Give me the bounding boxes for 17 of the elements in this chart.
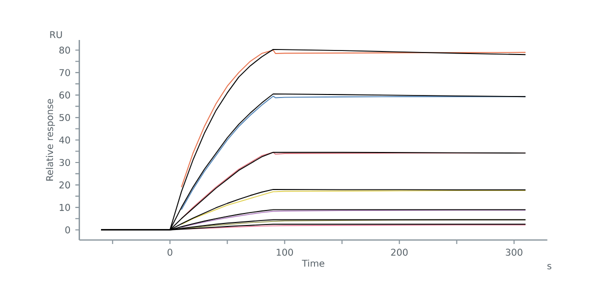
y-tick-label: 10 [60, 204, 70, 211]
y-tick-label: 50 [59, 114, 70, 122]
y-tick-label: 60 [59, 92, 70, 99]
x-tick-label: 300 [506, 248, 522, 256]
x-tick-label: 100 [276, 248, 293, 256]
y-tick-label: 0 [65, 226, 70, 234]
text: RU [50, 31, 62, 38]
x-axis-title: Time [302, 260, 324, 267]
y-tick-label: 20 [59, 181, 70, 188]
x-tick-label: 200 [391, 248, 408, 256]
text: s [547, 264, 552, 270]
y-tick-label: 70 [60, 69, 70, 76]
y-axis-title: Relative response [46, 98, 55, 181]
y-tick-label: 80 [59, 46, 70, 54]
y-tick-label: 40 [59, 136, 70, 144]
y-tick-label: 30 [59, 158, 70, 166]
x-tick-label: 0 [168, 248, 172, 256]
